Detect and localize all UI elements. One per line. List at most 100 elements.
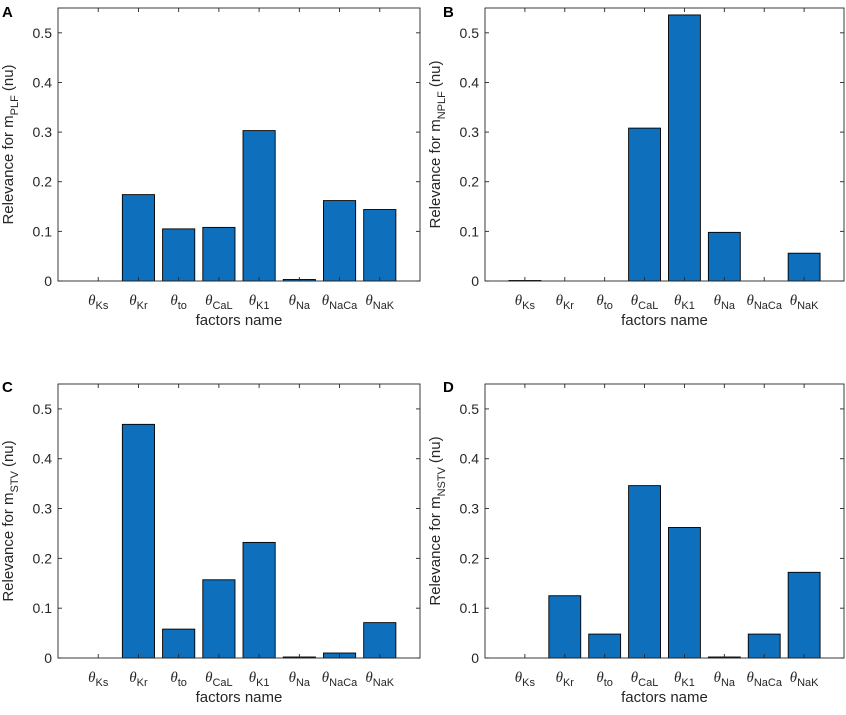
y-tick-label: 0.2 xyxy=(33,550,53,566)
bar xyxy=(242,541,276,659)
y-tick-label: 0.1 xyxy=(33,223,53,239)
x-tick-label: θNaCa xyxy=(746,293,782,312)
y-label-subscript: NSTV xyxy=(436,466,448,496)
theta-symbol: θ xyxy=(365,293,373,309)
y-label-prefix: Relevance for m xyxy=(0,492,17,601)
bar xyxy=(121,194,155,282)
theta-symbol: θ xyxy=(746,293,754,309)
theta-symbol: θ xyxy=(674,293,682,309)
y-tick-label: 0.4 xyxy=(33,74,53,90)
y-label-suffix: (nu) xyxy=(0,440,17,467)
x-tick-subscript: NaCa xyxy=(754,300,783,312)
theta-symbol: θ xyxy=(249,293,257,309)
y-tick-label: 0.3 xyxy=(33,501,53,517)
x-tick-label: θCaL xyxy=(205,670,233,689)
bar xyxy=(628,127,661,282)
bar xyxy=(162,228,196,282)
y-tick-label: 0.4 xyxy=(33,451,53,467)
x-tick-subscript: NaK xyxy=(797,300,819,312)
panel-label: B xyxy=(443,4,454,21)
theta-symbol: θ xyxy=(88,293,96,309)
y-label-subscript: STV xyxy=(9,470,21,492)
bar xyxy=(121,423,155,659)
x-tick-subscript: NaCa xyxy=(754,677,783,689)
theta-symbol: θ xyxy=(790,293,798,309)
x-tick-label: θto xyxy=(596,670,613,689)
x-tick-subscript: Ks xyxy=(522,300,535,312)
x-tick-label: θKs xyxy=(88,293,109,312)
y-tick-label: 0.4 xyxy=(460,74,480,90)
theta-symbol: θ xyxy=(631,670,639,686)
x-tick-subscript: NaK xyxy=(797,677,819,689)
theta-symbol: θ xyxy=(631,293,639,309)
theta-symbol: θ xyxy=(746,670,754,686)
y-tick-label: 0.4 xyxy=(460,451,480,467)
y-tick-label: 0.3 xyxy=(460,124,480,140)
x-tick-subscript: Kr xyxy=(563,300,574,312)
theta-symbol: θ xyxy=(289,293,297,309)
x-axis-label: factors name xyxy=(196,312,283,329)
bar xyxy=(363,209,397,282)
x-tick-label: θNa xyxy=(289,670,311,689)
x-tick-subscript: K1 xyxy=(256,300,269,312)
x-tick-label: θK1 xyxy=(674,670,695,689)
x-tick-label: θto xyxy=(170,293,187,312)
bar xyxy=(548,595,582,659)
bar xyxy=(628,485,661,659)
x-axis-label: factors name xyxy=(196,689,283,706)
y-tick-label: 0.5 xyxy=(33,401,53,417)
x-tick-label: θNaCa xyxy=(322,670,358,689)
x-tick-label: θto xyxy=(596,293,613,312)
y-tick-label: 0 xyxy=(471,650,479,666)
x-tick-subscript: to xyxy=(604,300,613,312)
panel-label: D xyxy=(443,379,454,396)
axes-box xyxy=(484,7,845,282)
y-label-suffix: (nu) xyxy=(427,60,444,87)
x-tick-subscript: CaL xyxy=(212,677,232,689)
x-tick-label: θK1 xyxy=(249,670,270,689)
theta-symbol: θ xyxy=(714,293,722,309)
x-tick-label: θCaL xyxy=(205,293,233,312)
y-label-suffix: (nu) xyxy=(0,64,17,91)
y-tick-label: 0 xyxy=(44,650,52,666)
y-tick-label: 0.1 xyxy=(460,600,480,616)
axes-box xyxy=(57,7,421,282)
y-tick-label: 0 xyxy=(471,273,479,289)
y-axis-label: Relevance for mNPLF (nu) xyxy=(427,60,448,228)
y-tick-label: 0 xyxy=(44,273,52,289)
bar xyxy=(202,226,236,282)
x-tick-label: θKr xyxy=(129,670,148,689)
x-axis-label: factors name xyxy=(621,312,708,329)
x-tick-label: θKs xyxy=(515,670,536,689)
x-tick-label: θNa xyxy=(714,670,736,689)
x-tick-subscript: Na xyxy=(296,677,311,689)
y-label-subscript: PLF xyxy=(9,95,21,115)
x-tick-subscript: NaK xyxy=(373,677,395,689)
y-tick-label: 0.5 xyxy=(460,25,480,41)
x-axis-label: factors name xyxy=(621,689,708,706)
y-tick-label: 0.3 xyxy=(33,124,53,140)
theta-symbol: θ xyxy=(714,670,722,686)
bar xyxy=(162,628,196,659)
bar xyxy=(363,622,397,659)
x-tick-label: θNaK xyxy=(365,670,394,689)
y-tick-label: 0.2 xyxy=(460,174,480,190)
y-label-prefix: Relevance for m xyxy=(427,119,444,228)
bar xyxy=(242,130,276,282)
theta-symbol: θ xyxy=(596,670,604,686)
theta-symbol: θ xyxy=(556,670,564,686)
x-tick-label: θto xyxy=(170,670,187,689)
axes-box xyxy=(484,383,845,659)
x-tick-label: θCaL xyxy=(631,293,659,312)
theta-symbol: θ xyxy=(88,670,96,686)
theta-symbol: θ xyxy=(365,670,373,686)
x-tick-label: θKr xyxy=(556,293,575,312)
y-axis-label: Relevance for mNSTV (nu) xyxy=(427,436,448,605)
x-tick-subscript: NaK xyxy=(373,300,395,312)
panel-label: C xyxy=(2,379,13,396)
x-tick-subscript: K1 xyxy=(681,300,694,312)
theta-symbol: θ xyxy=(170,670,178,686)
x-tick-label: θKs xyxy=(88,670,109,689)
